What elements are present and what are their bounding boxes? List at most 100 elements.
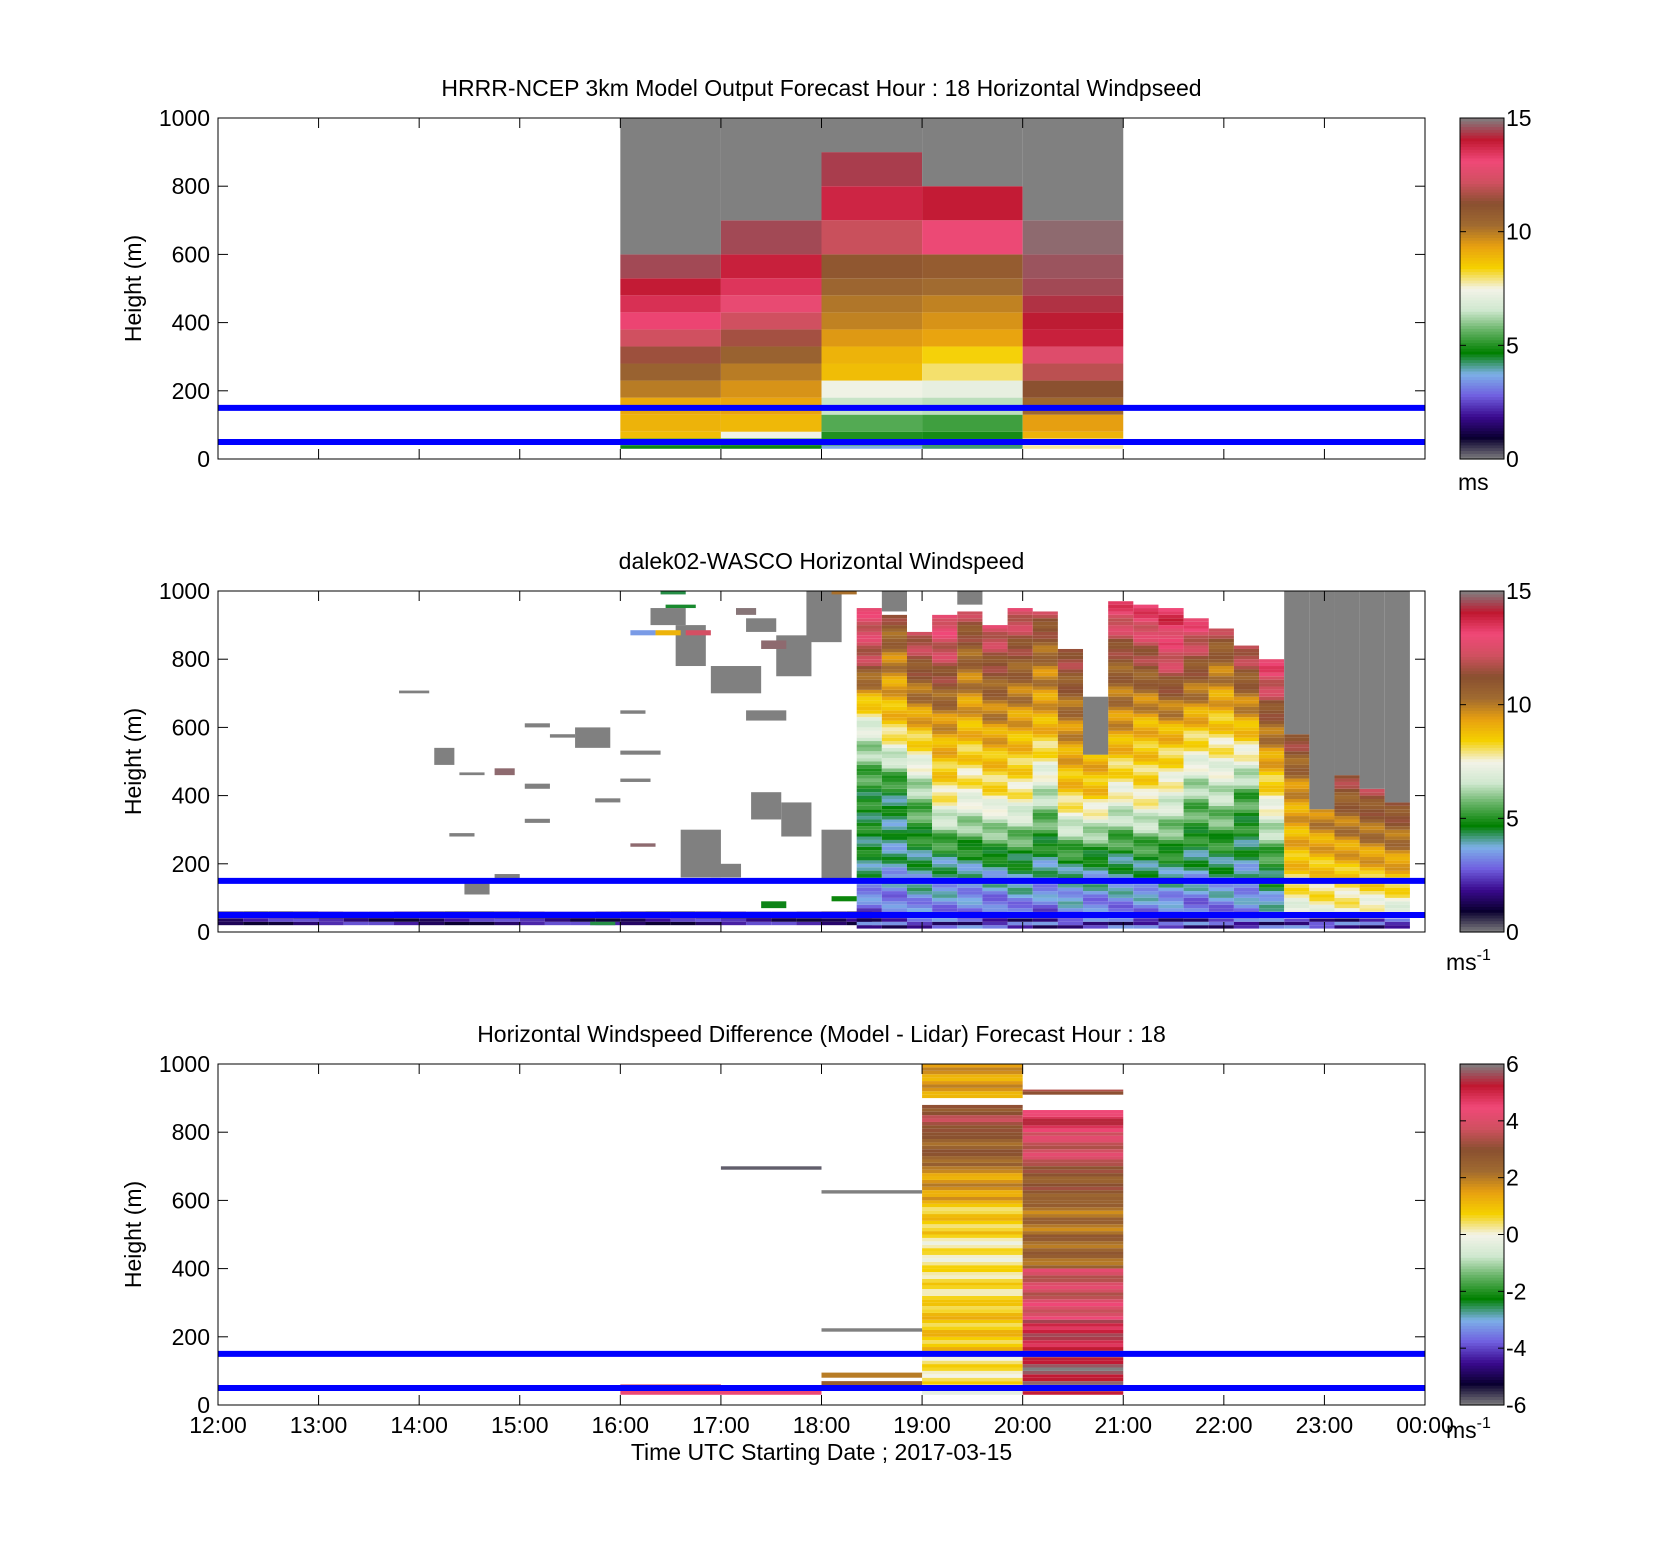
heatmap-cell — [1183, 846, 1209, 851]
heatmap-cell — [1032, 863, 1058, 868]
heatmap-cell — [1259, 706, 1285, 711]
heatmap-cell — [932, 659, 958, 663]
heatmap-cell — [1083, 822, 1109, 827]
y-tick-label: 1000 — [159, 578, 210, 604]
heatmap-cell — [932, 645, 958, 649]
heatmap-cell — [982, 645, 1008, 649]
heatmap-cell — [1233, 761, 1260, 765]
heatmap-cell — [243, 918, 269, 922]
heatmap-cell — [906, 904, 933, 909]
heatmap-cell — [932, 618, 958, 622]
colorbar-segment — [1460, 650, 1504, 655]
heatmap-cell — [1284, 894, 1310, 898]
heatmap-cell — [906, 679, 933, 684]
heatmap-cell — [1208, 689, 1234, 694]
heatmap-cell — [922, 1336, 1023, 1341]
heatmap-cell — [1183, 901, 1209, 905]
heatmap-cell — [1032, 652, 1058, 656]
heatmap-cell — [1208, 908, 1234, 912]
heatmap-cell — [1334, 802, 1360, 806]
heatmap-cell — [1259, 710, 1285, 714]
colorbar-segment — [1460, 362, 1504, 366]
heatmap-cell — [906, 761, 933, 765]
heatmap-cell — [856, 884, 882, 888]
heatmap-cell — [922, 1374, 1023, 1378]
heatmap-cell — [1032, 836, 1058, 840]
heatmap-cell — [906, 870, 933, 875]
heatmap-cell — [856, 887, 882, 892]
heatmap-cell — [932, 826, 958, 830]
heatmap-cell — [922, 1108, 1023, 1112]
heatmap-cell — [957, 788, 983, 793]
heatmap-cell — [881, 758, 907, 762]
colorbar-segment — [1460, 1268, 1504, 1273]
heatmap-cell — [982, 683, 1008, 687]
heatmap-cell — [1057, 717, 1084, 721]
heatmap-cell — [881, 737, 907, 742]
heatmap-cell — [1208, 744, 1234, 748]
heatmap-cell — [957, 891, 983, 895]
colorbar-segment — [1460, 892, 1504, 896]
colorbar-segment — [1460, 1123, 1504, 1128]
colorbar-segment — [1460, 271, 1504, 275]
heatmap-cell — [1359, 894, 1385, 898]
heatmap-cell — [1057, 747, 1084, 752]
heatmap-cell — [906, 768, 933, 772]
heatmap-cell — [1284, 822, 1310, 827]
heatmap-cell — [821, 380, 923, 398]
heatmap-cell — [1183, 799, 1209, 803]
colorbar-segment — [1460, 926, 1504, 930]
colorbar-segment — [1460, 385, 1504, 389]
heatmap-cell — [957, 717, 983, 721]
heatmap-cell — [1309, 850, 1335, 854]
heatmap-cell — [1057, 710, 1084, 714]
heatmap-cell — [906, 672, 933, 677]
heatmap-cell — [1007, 696, 1033, 701]
colorbar-segment — [1460, 849, 1504, 854]
heatmap-cell — [957, 635, 983, 639]
heatmap-cell — [1309, 822, 1335, 827]
heatmap-cell — [881, 720, 907, 724]
heatmap-cell — [1233, 792, 1260, 796]
heatmap-cell — [1007, 891, 1033, 895]
heatmap-cell — [856, 676, 882, 680]
heatmap-cell — [1108, 768, 1134, 772]
heatmap-cell — [1133, 775, 1159, 779]
heatmap-cell — [1032, 792, 1058, 796]
heatmap-cell — [1133, 788, 1159, 793]
colorbar-tick-label: 0 — [1506, 446, 1519, 472]
colorbar-segment — [1460, 456, 1504, 460]
colorbar-segment — [1460, 1163, 1504, 1167]
heatmap-cell — [1032, 672, 1058, 677]
heatmap-cell — [1007, 652, 1033, 656]
heatmap-cell — [856, 925, 882, 929]
heatmap-cell — [1032, 809, 1058, 813]
heatmap-cell — [494, 874, 520, 881]
heatmap-cell — [1007, 775, 1033, 779]
heatmap-cell — [922, 1173, 1023, 1177]
heatmap-cell — [1183, 897, 1209, 902]
heatmap-cell — [906, 850, 933, 854]
heatmap-cell — [856, 672, 882, 677]
heatmap-cell — [1259, 683, 1285, 687]
colorbar-segment — [1460, 1069, 1504, 1074]
heatmap-cell — [1032, 645, 1058, 649]
heatmap-cell — [906, 686, 933, 690]
heatmap-cell — [1208, 645, 1234, 649]
colorbar-segment — [1460, 1169, 1504, 1173]
colorbar-segment — [1460, 878, 1504, 882]
heatmap-cell — [620, 921, 646, 926]
colorbar-segment — [1460, 1157, 1504, 1162]
heatmap-cell — [1183, 730, 1209, 735]
heatmap-cell — [1158, 925, 1184, 929]
colorbar-segment — [1460, 710, 1504, 714]
heatmap-cell — [1022, 1121, 1124, 1126]
heatmap-cell — [1108, 638, 1134, 643]
heatmap-cell — [620, 346, 721, 364]
heatmap-cell — [856, 713, 882, 718]
heatmap-cell — [922, 1333, 1023, 1337]
heatmap-cell — [856, 836, 882, 840]
colorbar-segment — [1460, 886, 1504, 890]
colorbar-segment — [1460, 120, 1504, 125]
heatmap-cell — [1158, 608, 1184, 612]
